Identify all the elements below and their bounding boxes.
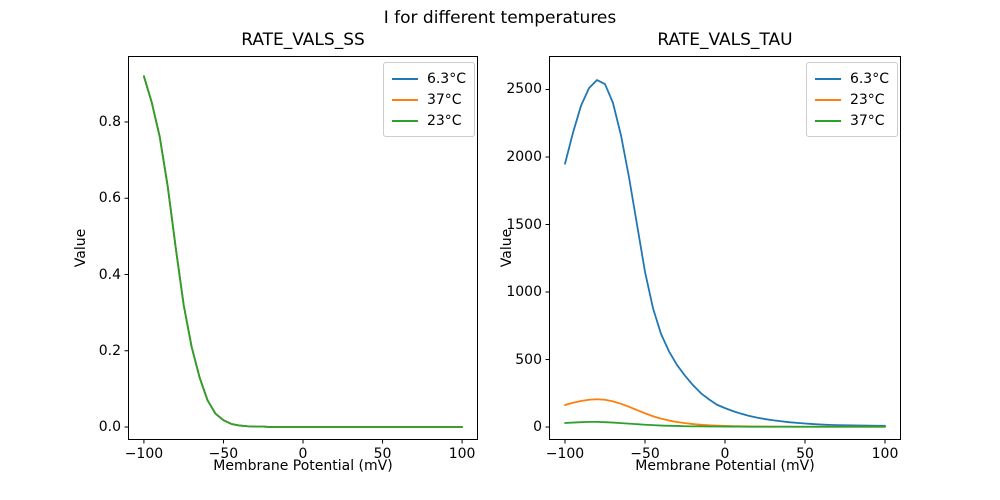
y-axis-label-tau: Value [499,228,515,268]
axes-spines [549,56,901,440]
y-tick-label: 2000 [506,148,542,165]
legend-entry: 23°C [814,89,889,110]
x-tick-label: 100 [871,446,899,462]
axes-title-tau: RATE_VALS_TAU [657,30,793,50]
legend-ss: 6.3°C 37°C 23°C [382,62,475,137]
y-tick-label: 0.2 [98,342,121,359]
x-axis-label-ss: Membrane Potential (mV) [213,458,393,474]
legend-tau: 6.3°C 23°C 37°C [805,62,898,137]
x-tick-label: 0 [720,446,730,462]
legend-label: 6.3°C [426,70,466,87]
x-tick-label: 50 [796,446,814,462]
legend-entry: 6.3°C [391,68,466,89]
legend-entry: 37°C [391,89,466,110]
legend-line-sample [814,119,841,122]
axes-rate-vals-ss: RATE_VALS_SS Value Membrane Potential (m… [73,32,478,474]
axes-rate-vals-tau: RATE_VALS_TAU Value Membrane Potential (… [499,32,901,474]
y-tick-label: 0.8 [98,113,121,130]
series-line-23°C [143,75,463,428]
legend-line-sample [814,77,841,80]
x-tick-label: −50 [630,446,660,462]
legend-label: 23°C [849,91,885,108]
x-tick-label: 0 [298,446,308,462]
legend-entry: 23°C [391,110,466,131]
x-tick-label: −50 [208,446,239,462]
plot-area-tau [545,56,901,444]
legend-label: 37°C [426,91,462,108]
x-tick-label: −100 [124,446,164,462]
axes-title-ss: RATE_VALS_SS [241,30,365,50]
y-tick-label: 500 [515,351,542,368]
x-tick-label: 50 [373,446,392,462]
y-tick-label: 1500 [506,216,542,233]
legend-line-sample [814,98,841,101]
legend-label: 23°C [426,112,462,129]
y-tick-label: 1000 [506,284,542,301]
legend-line-sample [391,98,418,101]
legend-line-sample [391,77,418,80]
y-tick-label: 0 [533,419,542,436]
plot-area-ss [124,56,478,444]
series-line-37°C [564,421,886,428]
axes-spines [128,56,478,440]
legend-line-sample [391,119,418,122]
x-tick-label: −100 [545,446,585,462]
figure-title: I for different temperatures [383,8,617,28]
y-axis-label-ss: Value [73,228,89,268]
legend-entry: 37°C [814,110,889,131]
y-tick-label: 2500 [506,81,542,98]
series-line-6.3°C [564,79,886,427]
y-tick-label: 0.6 [98,190,121,207]
x-axis-label-tau: Membrane Potential (mV) [635,458,815,474]
x-tick-label: 100 [448,446,476,462]
legend-entry: 6.3°C [814,68,889,89]
legend-label: 6.3°C [849,70,889,87]
y-tick-label: 0.0 [98,419,121,436]
y-tick-label: 0.4 [98,266,121,283]
legend-label: 37°C [849,112,885,129]
